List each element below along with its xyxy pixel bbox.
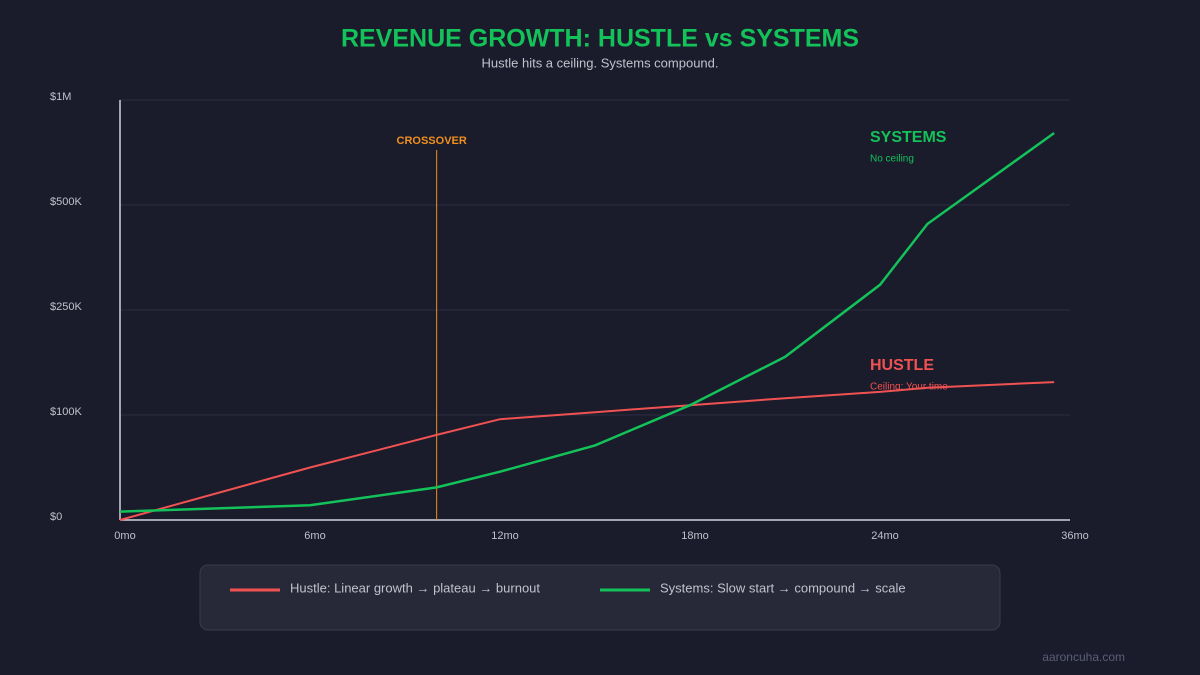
series-line [119, 131, 1055, 513]
x-tick-label: 12mo [491, 530, 519, 542]
legend-label: Hustle: Linear growth → plateau → burnou… [290, 580, 540, 595]
footer: aaroncuha.com [1042, 650, 1125, 664]
x-tick-label: 0mo [114, 530, 135, 542]
y-tick-label: $500K [50, 196, 82, 208]
chart-subtitle: Hustle hits a ceiling. Systems compound. [482, 55, 719, 70]
crossover-label: CROSSOVER [397, 135, 467, 147]
annotation-note: Ceiling: Your time [870, 382, 948, 393]
x-tick-label: 6mo [304, 530, 325, 542]
legend-label: Systems: Slow start → compound → scale [660, 580, 906, 595]
annotation-note: No ceiling [870, 154, 914, 165]
x-tick-label: 18mo [681, 530, 709, 542]
legend-box [199, 564, 1001, 631]
annotation-title: HUSTLE [870, 357, 934, 374]
y-tick-label: $100K [50, 406, 82, 418]
annotation-title: SYSTEMS [870, 129, 947, 146]
y-tick-label: $1M [50, 91, 71, 103]
chart-title: REVENUE GROWTH: HUSTLE vs SYSTEMS [341, 25, 859, 53]
y-tick-label: $0 [50, 511, 62, 523]
series-line [119, 381, 1055, 521]
y-tick-label: $250K [50, 301, 82, 313]
x-tick-label: 24mo [871, 530, 899, 542]
x-tick-label: 36mo [1061, 530, 1089, 542]
